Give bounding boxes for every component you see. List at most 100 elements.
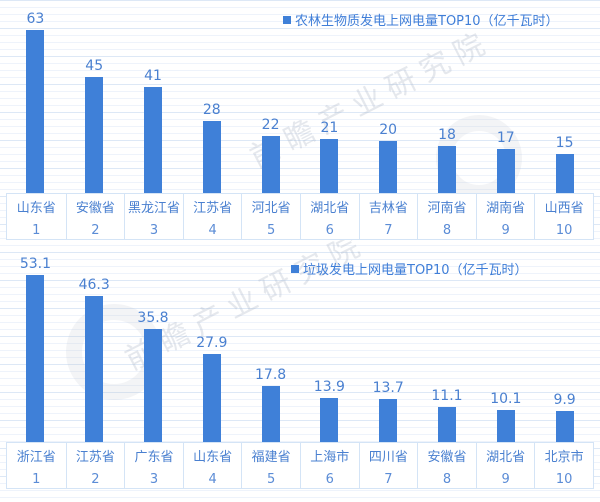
- bar-column: 35.8: [124, 242, 183, 442]
- rank-label: 3: [149, 472, 159, 487]
- bar-column: 9.9: [535, 242, 594, 442]
- value-label: 17.8: [255, 367, 287, 383]
- category-label: 湖北省: [310, 201, 350, 216]
- legend: 垃圾发电上网电量TOP10（亿千瓦时）: [291, 259, 528, 278]
- bar-column: 53.1: [6, 242, 65, 442]
- category-label: 福建省: [251, 450, 291, 465]
- bar-column: 28: [182, 0, 241, 193]
- category-cell: 黑龙江省 3: [124, 194, 183, 239]
- category-cell: 湖南省 9: [475, 194, 535, 239]
- value-label: 22: [261, 117, 280, 133]
- rank-label: 3: [149, 223, 159, 238]
- bar: [26, 275, 45, 442]
- value-label: 10.1: [490, 391, 522, 407]
- category-cell: 吉林省 7: [358, 194, 418, 239]
- bar-column: 20: [359, 0, 418, 193]
- category-label: 黑龙江省: [127, 201, 180, 216]
- chart-biomass-top10: 前瞻产业研究院 63 45 41 28 22 21 20 18 17 15 农林生物质发电上网电量…: [0, 0, 600, 240]
- value-label: 17: [496, 130, 515, 146]
- value-label: 63: [26, 11, 45, 27]
- bar: [143, 87, 162, 193]
- value-label: 18: [438, 127, 456, 143]
- bar: [320, 398, 339, 442]
- bar: [85, 296, 104, 442]
- bar-column: 10.1: [476, 242, 535, 442]
- legend-label: 垃圾发电上网电量TOP10（亿千瓦时）: [303, 263, 528, 278]
- bar: [379, 141, 398, 193]
- category-cell: 四川省 7: [358, 443, 418, 488]
- category-cell: 江苏省 2: [65, 443, 125, 488]
- category-label: 山西省: [544, 201, 584, 216]
- category-cell: 安徽省 8: [417, 443, 476, 488]
- bar: [496, 410, 515, 442]
- value-label: 35.8: [137, 310, 169, 326]
- bar: [261, 386, 280, 442]
- bar: [320, 139, 339, 193]
- bar: [555, 154, 574, 193]
- bar-column: 21: [300, 0, 359, 193]
- category-cell: 河南省 8: [417, 194, 476, 239]
- category-label: 山东省: [193, 450, 233, 465]
- category-cell: 浙江省 1: [7, 443, 66, 488]
- category-cell: 湖北省 9: [475, 443, 535, 488]
- category-axis: 浙江省 1 江苏省 2 广东省 3 山东省 4 福建省 5 上海市 6 四川省 7 安徽省 8 湖北省 9 北京市 1…: [6, 442, 594, 489]
- rank-label: 6: [325, 223, 334, 238]
- rank-label: 1: [32, 223, 41, 238]
- legend-swatch-icon: [291, 264, 299, 273]
- category-cell: 山东省 4: [182, 443, 242, 488]
- bar: [26, 30, 45, 193]
- rank-label: 2: [91, 472, 100, 487]
- rank-label: 9: [501, 472, 510, 487]
- category-axis: 山东省 1 安徽省 2 黑龙江省 3 江苏省 4 河北省 5 湖北省 6 吉林省 7 河南省 8 湖南省 9 山西省…: [6, 193, 594, 240]
- category-label: 吉林省: [368, 201, 408, 216]
- category-label: 河南省: [427, 201, 467, 216]
- bar-column: 63: [6, 0, 65, 193]
- rank-label: 4: [208, 223, 217, 238]
- bar-column: 46.3: [65, 242, 124, 442]
- bar-column: 22: [241, 0, 300, 193]
- bar-column: 41: [124, 0, 183, 193]
- category-cell: 上海市 6: [299, 443, 359, 488]
- value-label: 13.9: [313, 379, 345, 395]
- bar-column: 13.7: [359, 242, 418, 442]
- bar-column: 13.9: [300, 242, 359, 442]
- value-label: 13.7: [372, 380, 404, 396]
- rank-label: 10: [555, 472, 573, 487]
- value-label: 46.3: [78, 277, 110, 293]
- bar: [496, 149, 515, 193]
- rank-label: 1: [32, 472, 41, 487]
- rank-label: 6: [325, 472, 334, 487]
- category-label: 广东省: [134, 450, 174, 465]
- bar-column: 27.9: [182, 242, 241, 442]
- category-cell: 山东省 1: [7, 194, 66, 239]
- legend-swatch-icon: [283, 15, 291, 24]
- bar: [202, 354, 221, 442]
- value-label: 53.1: [19, 256, 51, 272]
- value-label: 41: [144, 68, 162, 84]
- bar-column: 11.1: [418, 242, 477, 442]
- rank-label: 2: [91, 223, 100, 238]
- value-label: 11.1: [431, 388, 463, 404]
- bar-column: 18: [418, 0, 477, 193]
- bar: [202, 121, 221, 193]
- category-cell: 广东省 3: [124, 443, 183, 488]
- category-label: 江苏省: [75, 450, 115, 465]
- bar-column: 17: [476, 0, 535, 193]
- value-label: 27.9: [196, 335, 228, 351]
- category-label: 湖南省: [486, 201, 526, 216]
- category-label: 浙江省: [16, 450, 56, 465]
- rank-label: 10: [555, 223, 573, 238]
- category-label: 安徽省: [75, 201, 115, 216]
- category-cell: 山西省 10: [534, 194, 593, 239]
- value-label: 9.9: [553, 392, 576, 408]
- category-cell: 北京市 10: [534, 443, 593, 488]
- category-label: 北京市: [544, 450, 584, 465]
- bar-column: 15: [535, 0, 594, 193]
- value-label: 28: [202, 102, 221, 118]
- bar: [379, 399, 398, 442]
- rank-label: 5: [267, 472, 276, 487]
- value-label: 45: [85, 58, 104, 74]
- rank-label: 8: [442, 223, 452, 238]
- rank-label: 9: [501, 223, 510, 238]
